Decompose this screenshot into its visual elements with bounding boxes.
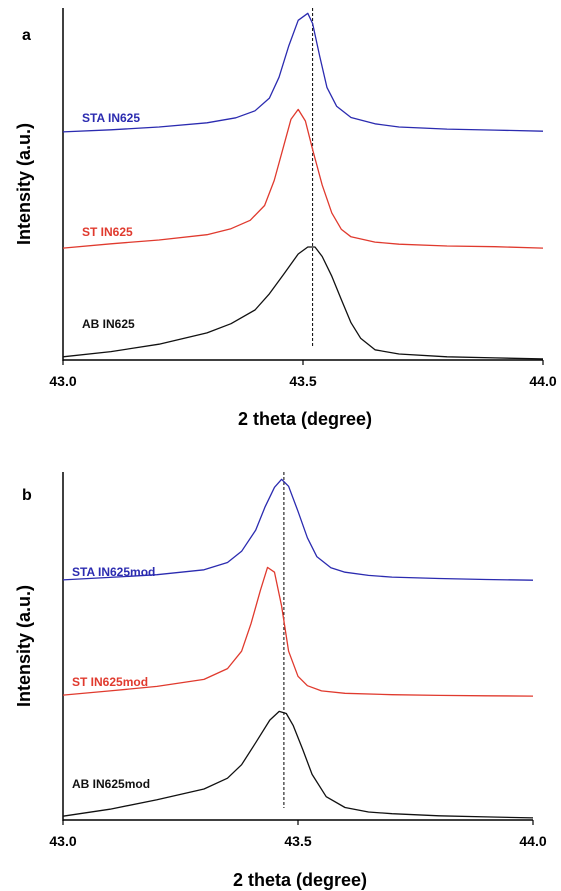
series-label-sta-in625mod: STA IN625mod <box>72 565 155 579</box>
x-tick-label: 43.5 <box>289 373 316 389</box>
panel-label: a <box>22 27 31 44</box>
series-label-ab-in625mod: AB IN625mod <box>72 777 150 791</box>
y-axis-title: Intensity (a.u.) <box>14 585 34 707</box>
series-label-sta-in625: STA IN625 <box>82 111 140 125</box>
x-tick-label: 43.0 <box>49 373 76 389</box>
series-line-sta-in625mod <box>62 478 534 581</box>
x-axis-title: 2 theta (degree) <box>233 870 367 890</box>
series-label-ab-in625: AB IN625 <box>82 317 135 331</box>
panel-b: 43.0 43.5 44.0 STA IN625mod ST IN625mod AB IN… <box>14 472 547 890</box>
x-tick-label: 43.5 <box>284 833 311 849</box>
x-tick-label: 43.0 <box>49 833 76 849</box>
panel-a: 43.0 43.5 44.0 STA IN625 ST IN625 AB IN625 a In… <box>14 8 557 429</box>
series-line-sta-in625 <box>62 12 544 133</box>
y-axis-title: Intensity (a.u.) <box>14 123 34 245</box>
series-label-st-in625: ST IN625 <box>82 225 133 239</box>
panel-label: b <box>22 487 32 504</box>
series-line-st-in625 <box>62 108 544 249</box>
series-line-st-in625mod <box>62 566 534 697</box>
series-line-ab-in625 <box>62 246 544 360</box>
x-tick-label: 44.0 <box>519 833 546 849</box>
x-axis-title: 2 theta (degree) <box>238 409 372 429</box>
series-line-ab-in625mod <box>62 710 534 819</box>
x-tick-label: 44.0 <box>529 373 556 389</box>
series-label-st-in625mod: ST IN625mod <box>72 675 148 689</box>
